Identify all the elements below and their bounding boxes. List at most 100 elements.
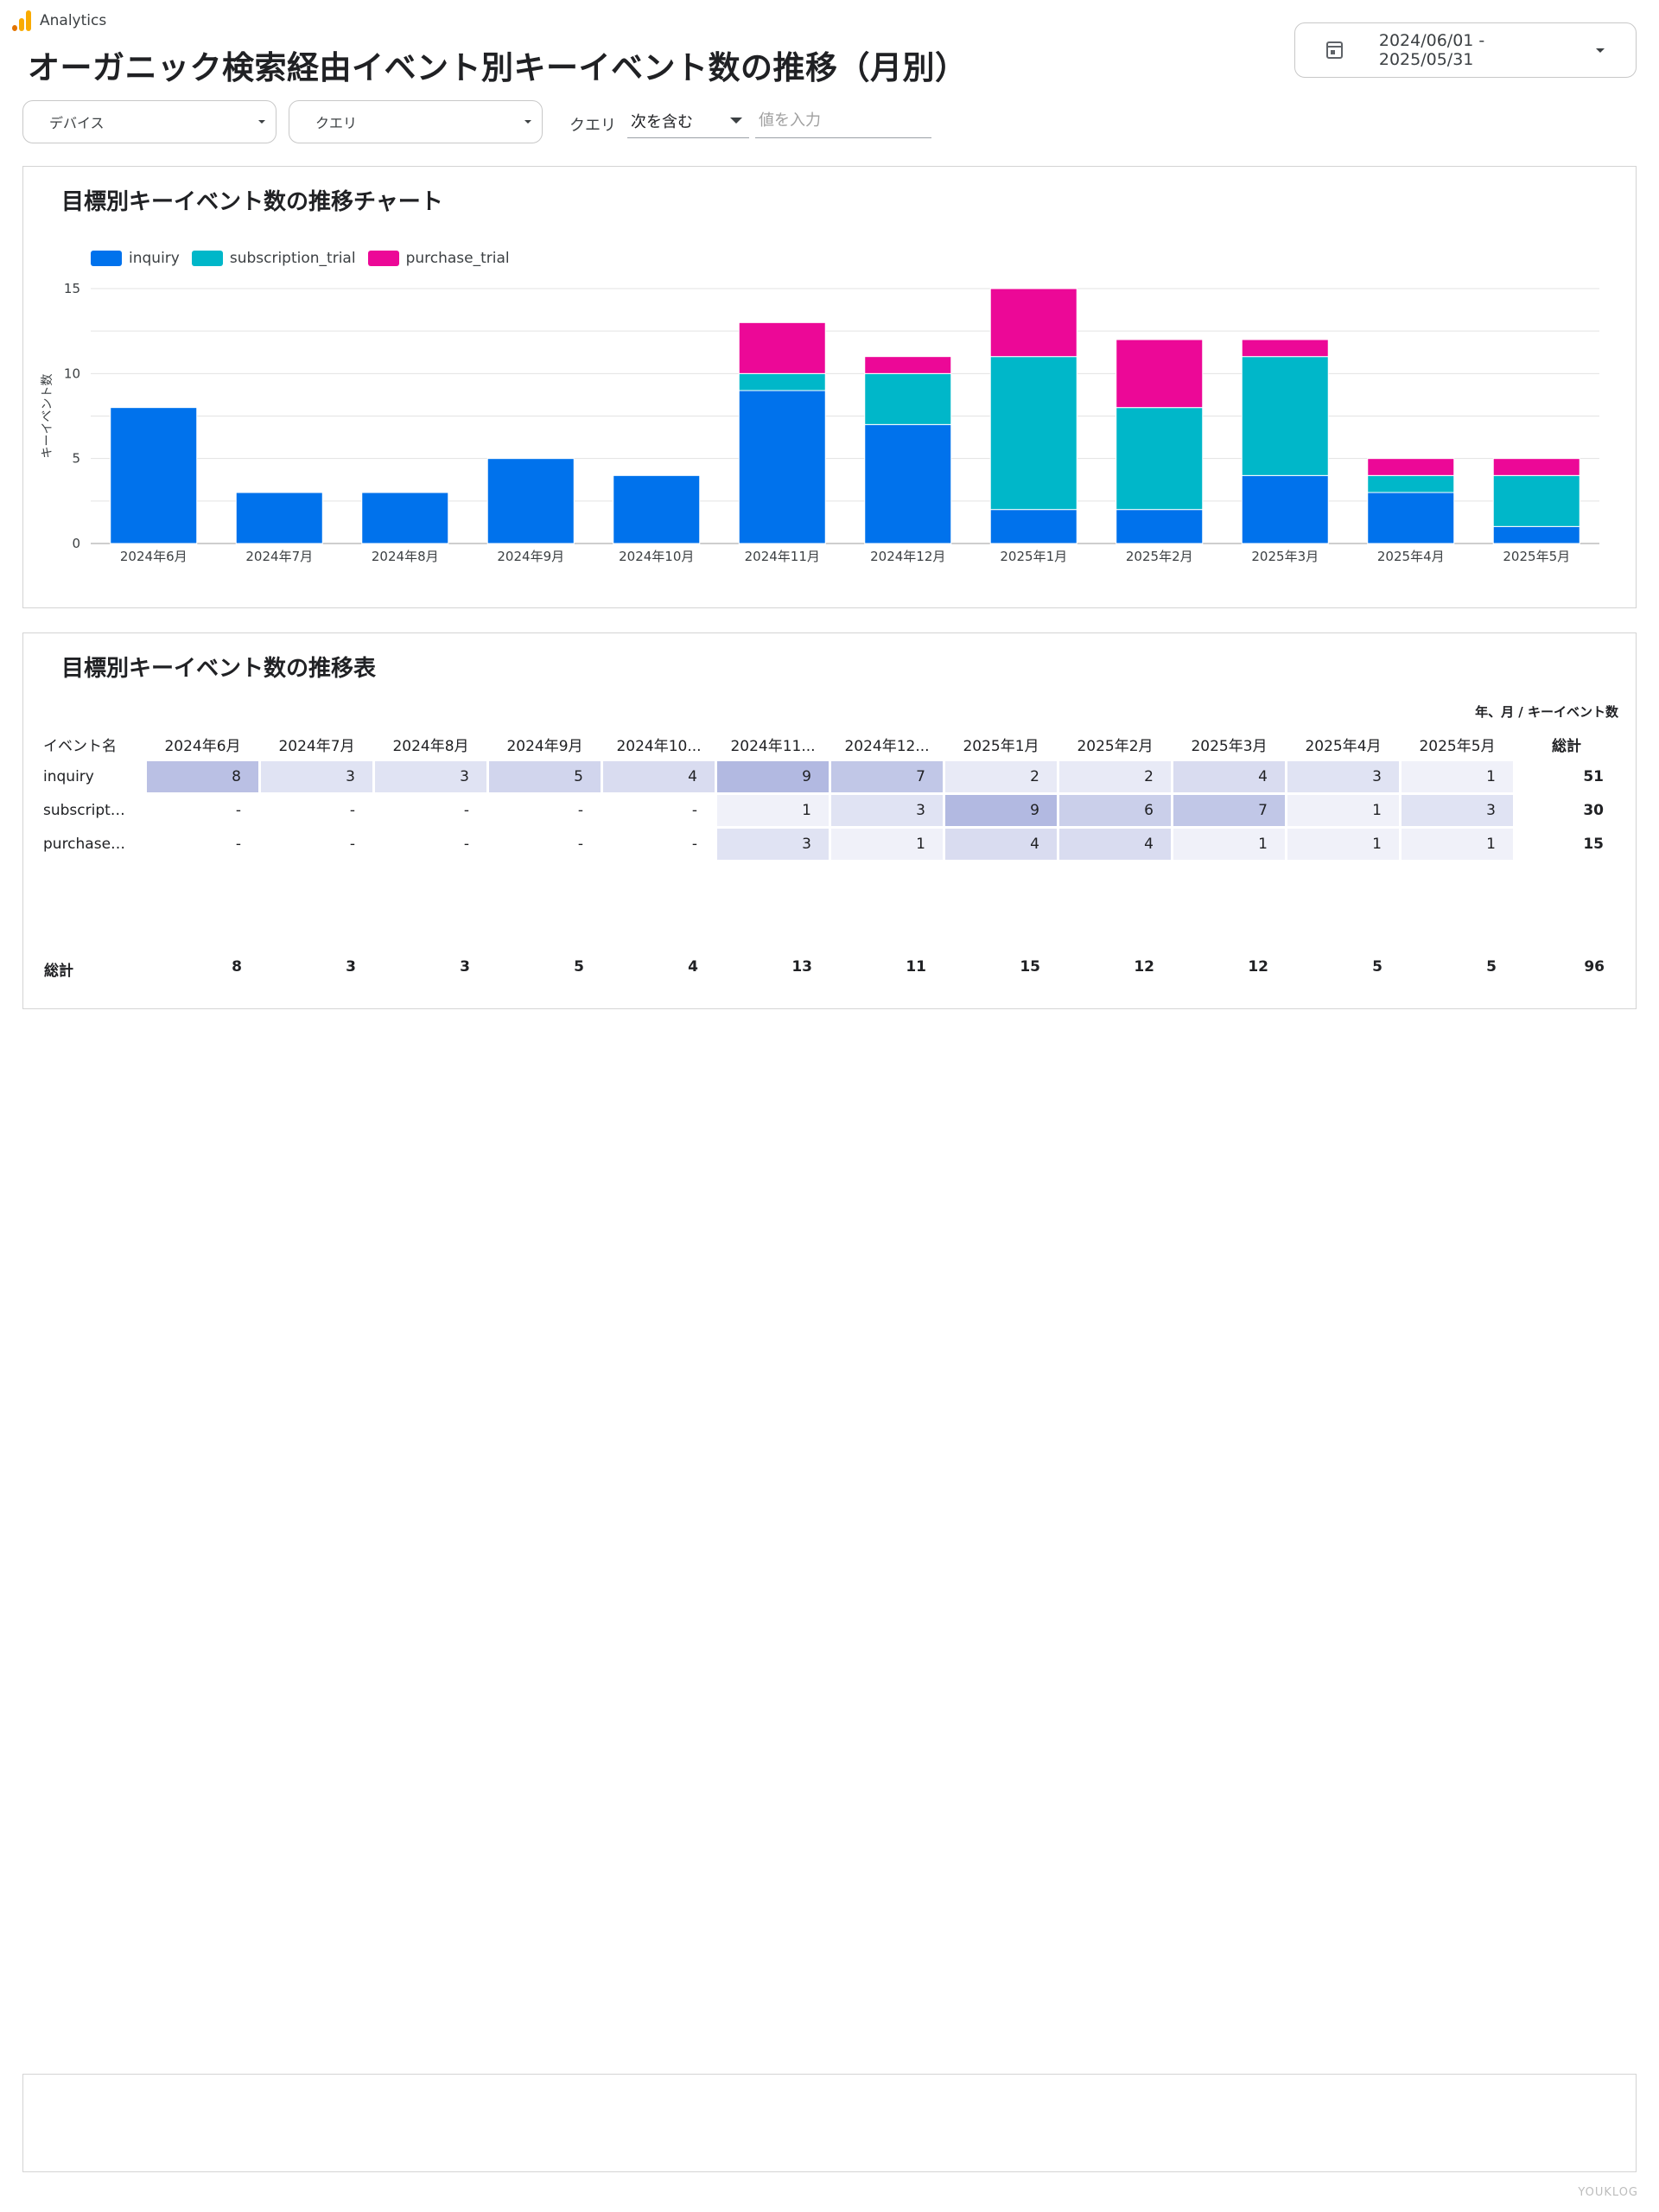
calendar-icon [1326, 41, 1343, 59]
bar-inquiry [486, 458, 575, 544]
bar-inquiry [361, 492, 449, 544]
row-total-cell: 15 [1583, 836, 1604, 853]
value-cell: - [349, 802, 355, 819]
total-value: 13 [791, 958, 812, 976]
total-value: 12 [1248, 958, 1268, 976]
column-header-month[interactable]: 2025年2月 [1077, 737, 1154, 755]
x-tick-label: 2024年6月 [120, 549, 188, 564]
column-header-month[interactable]: 2024年11... [730, 737, 816, 755]
value-cell: - [235, 802, 241, 819]
total-value: 5 [574, 958, 584, 976]
column-header-month[interactable]: 2024年12... [844, 737, 930, 755]
bar-subscription_trial [864, 372, 952, 425]
row-total-cell: 51 [1583, 768, 1604, 785]
total-value: 4 [688, 958, 698, 976]
value-cell: 7 [1173, 795, 1285, 826]
value-cell: 5 [489, 761, 601, 792]
total-value: 12 [1134, 958, 1154, 976]
x-tick-label: 2025年2月 [1126, 549, 1193, 564]
column-header-month[interactable]: 2024年8月 [392, 737, 469, 755]
x-tick-label: 2024年7月 [245, 549, 313, 564]
table-row[interactable]: purchase_tr... - - - - -3 1 4 4 1 1 1 15 [26, 829, 1616, 860]
value-cell: 6 [1059, 795, 1171, 826]
bar-inquiry [864, 423, 952, 544]
value-cell: 3 [1402, 795, 1513, 826]
bar-subscription_trial [1116, 407, 1204, 511]
bar-purchase_trial [989, 288, 1077, 358]
x-tick-label: 2024年11月 [745, 549, 820, 564]
column-header-month[interactable]: 2024年9月 [506, 737, 583, 755]
value-cell: 7 [831, 761, 943, 792]
value-cell: 1 [1287, 795, 1399, 826]
value-cell: 2 [945, 761, 1057, 792]
column-header-month[interactable]: 2024年6月 [164, 737, 241, 755]
column-header-month[interactable]: 2025年5月 [1419, 737, 1496, 755]
value-cell: 3 [831, 795, 943, 826]
value-cell: 9 [945, 795, 1057, 826]
legend-label: subscription_trial [229, 250, 356, 267]
value-cell: 1 [717, 795, 829, 826]
query-value-input[interactable] [755, 104, 931, 138]
column-header-total[interactable]: 総計 [1552, 737, 1581, 755]
column-header-month[interactable]: 2025年1月 [963, 737, 1039, 755]
bar-subscription_trial [989, 356, 1077, 511]
total-value: 3 [346, 958, 356, 976]
bar-inquiry [738, 390, 826, 544]
value-cell: 1 [831, 829, 943, 860]
query-filter-dropdown[interactable]: クエリ [289, 100, 543, 143]
page-title: オーガニック検索経由イベント別キーイベント数の推移（月別） [28, 49, 968, 86]
device-filter-dropdown[interactable]: デバイス [22, 100, 276, 143]
analytics-logo-icon [12, 10, 31, 31]
column-header-month[interactable]: 2024年10... [616, 737, 702, 755]
value-cell: - [691, 802, 697, 819]
bar-inquiry [1241, 474, 1329, 544]
total-value: 5 [1486, 958, 1497, 976]
bar-inquiry [989, 509, 1077, 544]
bar-inquiry [110, 407, 198, 544]
app-header: Analytics [12, 10, 106, 31]
legend-item-inquiry[interactable]: inquiry [91, 250, 180, 267]
value-cell: - [349, 836, 355, 853]
value-cell: 3 [1287, 761, 1399, 792]
value-cell: 3 [375, 761, 486, 792]
match-operator-select[interactable]: 次を含む [627, 104, 749, 138]
x-tick-label: 2025年5月 [1503, 549, 1570, 564]
x-tick-label: 2024年10月 [619, 549, 694, 564]
bar-inquiry [1116, 509, 1204, 544]
table-row[interactable]: subscriptio... - - - - -1 3 9 6 7 1 3 30 [26, 795, 1616, 826]
column-header-month[interactable]: 2025年3月 [1191, 737, 1268, 755]
date-range-picker[interactable]: 2024/06/01 - 2025/05/31 [1294, 22, 1637, 78]
x-tick-label: 2025年1月 [1000, 549, 1067, 564]
total-value: 96 [1584, 958, 1605, 976]
chevron-down-icon [524, 120, 531, 124]
table-title: 目標別キーイベント数の推移表 [61, 656, 377, 682]
value-cell: 9 [717, 761, 829, 792]
query-condition-label: クエリ [569, 117, 616, 135]
value-cell: 3 [717, 829, 829, 860]
total-value: 5 [1372, 958, 1382, 976]
row-total-cell: 30 [1583, 802, 1604, 819]
column-header-month[interactable]: 2024年7月 [278, 737, 355, 755]
total-value: 11 [906, 958, 926, 976]
date-range-value: 2024/06/01 - 2025/05/31 [1378, 31, 1485, 69]
chevron-down-icon [730, 118, 742, 124]
value-cell: 4 [945, 829, 1057, 860]
table-row[interactable]: inquiry 8 3 3 5 4 9 7 2 2 4 3 1 51 [26, 761, 1616, 792]
bar-purchase_trial [738, 321, 826, 374]
bar-subscription_trial [1367, 474, 1455, 493]
value-cell: - [235, 836, 241, 853]
x-tick-label: 2024年8月 [372, 549, 439, 564]
value-cell: - [463, 802, 469, 819]
legend-item-subscription-trial[interactable]: subscription_trial [191, 250, 356, 267]
legend-item-purchase-trial[interactable]: purchase_trial [367, 250, 510, 267]
legend-swatch [367, 251, 399, 266]
chart-legend: inquiry subscription_trial purchase_tria… [91, 250, 510, 267]
y-tick-label: 15 [64, 281, 80, 296]
footer-watermark: YOUKLOG [1578, 2186, 1638, 2199]
value-cell: 4 [1173, 761, 1285, 792]
column-header-event-name[interactable]: イベント名 [43, 737, 117, 755]
total-value: 3 [460, 958, 470, 976]
value-cell: 3 [261, 761, 372, 792]
x-tick-label: 2024年9月 [497, 549, 564, 564]
column-header-month[interactable]: 2025年4月 [1305, 737, 1382, 755]
